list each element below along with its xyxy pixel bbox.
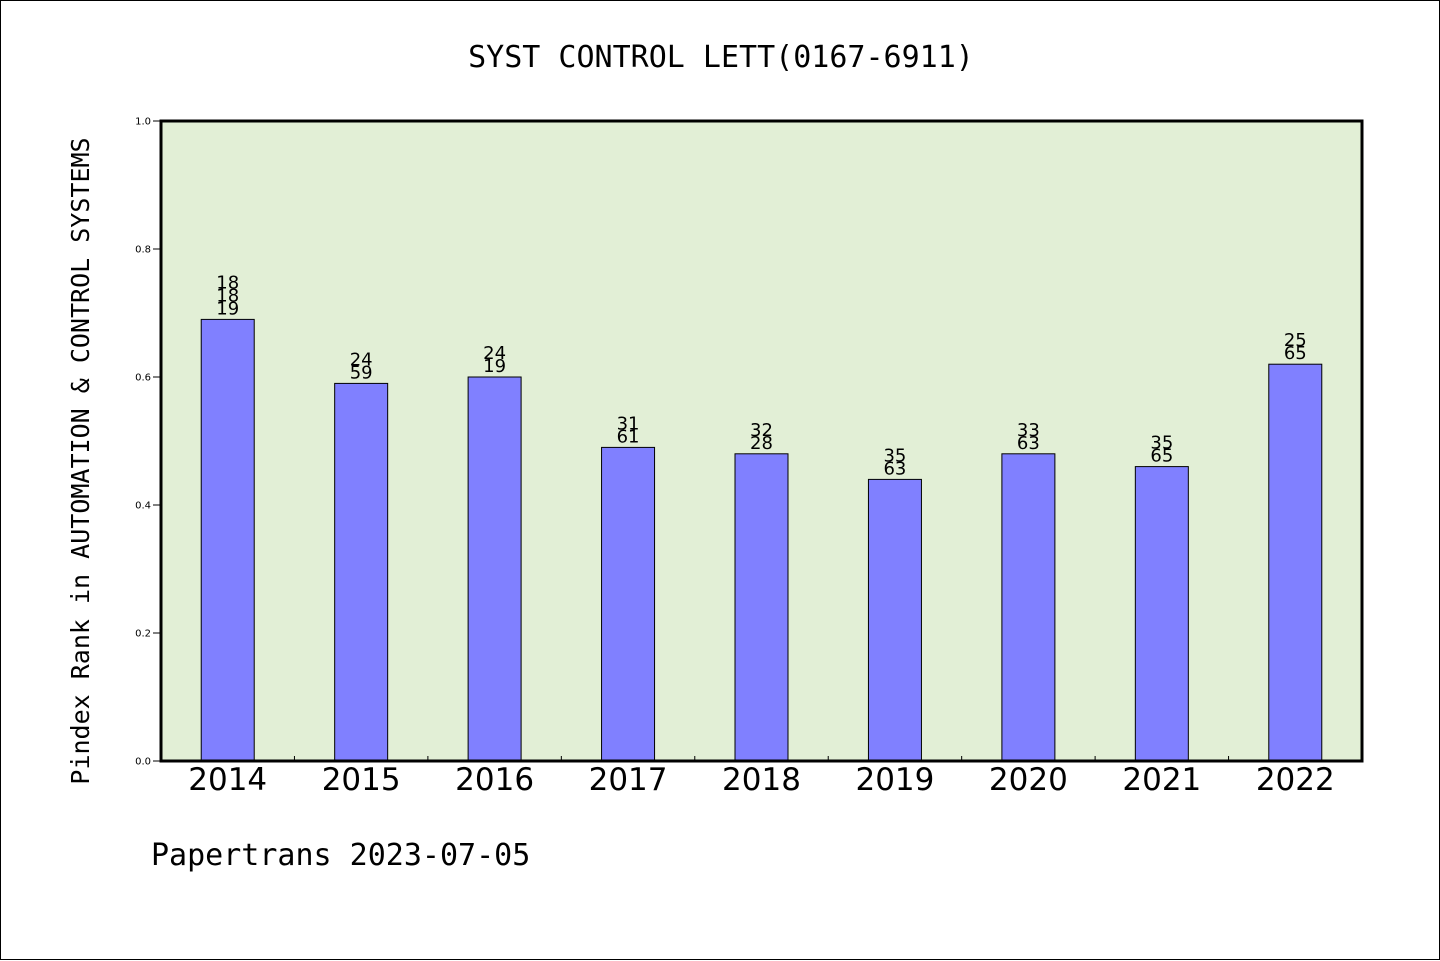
y-tick-label: 0.4 [135,501,151,512]
data-label: 63 [883,458,906,479]
bar-2018 [734,453,789,762]
x-axis-ticks: 2014 2015 2016 2017 2018 2019 2020 2021 2022 [188,756,1335,798]
bar-2015 [334,382,389,762]
data-label: 18 [216,272,239,293]
bar-2016 [467,376,522,762]
data-label: 35 [1150,433,1173,454]
bar-2020 [1001,453,1056,762]
data-label: 35 [883,445,906,466]
x-tick-label: 2016 [455,762,534,798]
bar-2014 [200,318,255,762]
y-axis-ticks: 0.0 0.2 0.4 0.6 0.8 1.0 [135,117,161,768]
data-label: 28 [750,433,773,454]
data-label: 65 [1150,446,1173,467]
data-label: 61 [617,426,640,447]
x-tick-label: 2014 [188,762,267,798]
chart-title: SYST CONTROL LETT(0167-6911) [468,40,974,75]
data-label: 18 [216,285,239,306]
y-tick-label: 0.2 [135,629,151,640]
y-tick-label: 0.0 [135,757,151,768]
y-tick-label: 0.6 [135,373,151,384]
x-tick-label: 2017 [589,762,668,798]
data-label: 25 [1284,330,1307,351]
x-tick-label: 2018 [722,762,801,798]
bar-2019 [867,478,922,762]
bar-2021 [1134,466,1189,762]
data-label: 65 [1284,343,1307,364]
data-label: 32 [750,420,773,441]
data-label: 31 [617,413,640,434]
y-tick-label: 0.8 [135,245,151,256]
plot-border [159,119,1364,763]
data-label: 24 [350,349,373,370]
x-tick-label: 2020 [989,762,1068,798]
data-label: 33 [1017,420,1040,441]
data-label: 19 [216,298,239,319]
x-tick-label: 2021 [1122,762,1201,798]
bar-2017 [601,446,656,762]
x-tick-label: 2022 [1256,762,1335,798]
y-tick-label: 1.0 [135,117,151,128]
x-tick-label: 2019 [855,762,934,798]
footer-source-date: Papertrans 2023-07-05 [151,838,530,873]
bars-group [200,318,1323,762]
data-label: 63 [1017,433,1040,454]
data-label: 59 [350,362,373,383]
bar-2022 [1268,363,1323,762]
y-axis-label: Pindex Rank in AUTOMATION & CONTROL SYST… [66,137,95,784]
data-label: 19 [483,356,506,377]
data-label: 24 [483,343,506,364]
x-tick-label: 2015 [322,762,401,798]
